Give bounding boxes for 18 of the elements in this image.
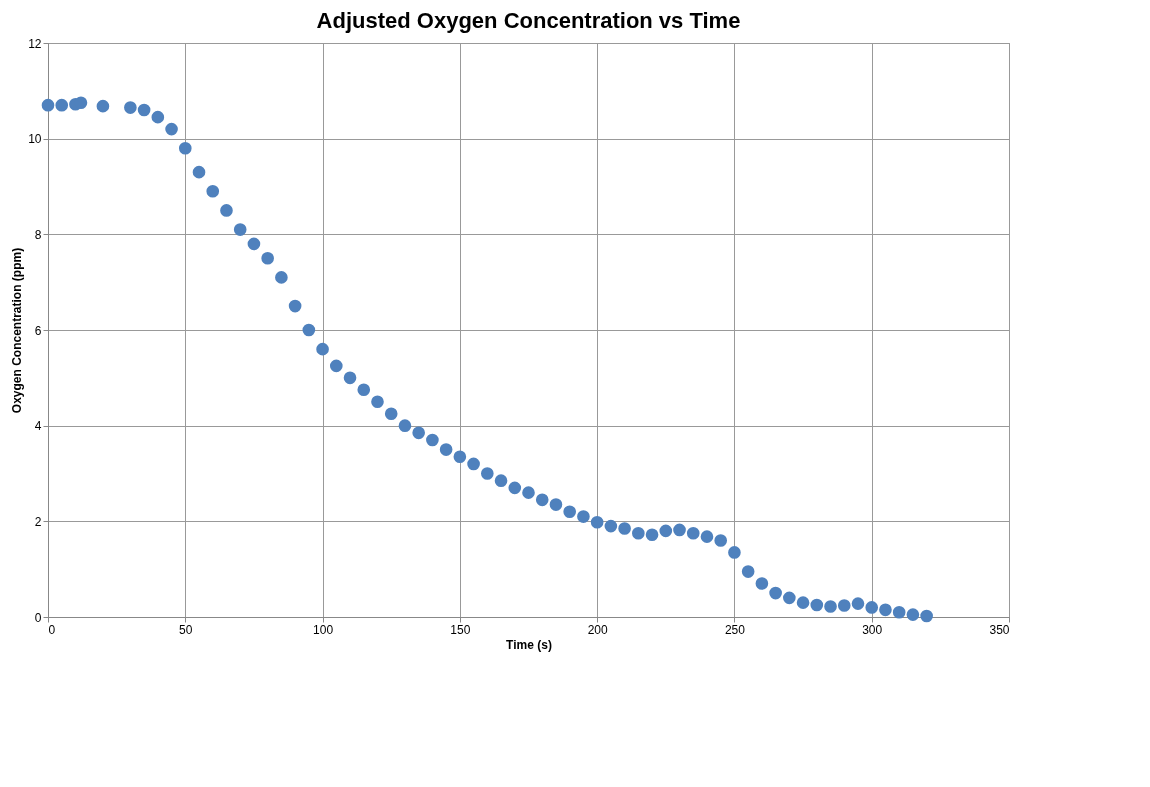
chart-title: Adjusted Oxygen Concentration vs Time [316, 8, 741, 33]
y-tick-label: 12 [28, 36, 42, 51]
x-tick-label: 300 [862, 622, 883, 637]
x-axis-title: Time (s) [506, 637, 552, 652]
y-tick-label: 2 [34, 514, 42, 529]
x-tick-label: 150 [450, 622, 471, 637]
y-tick-label: 4 [34, 419, 42, 434]
x-tick-label: 100 [313, 622, 334, 637]
y-tick-label: 8 [34, 227, 42, 242]
y-tick-label: 0 [34, 610, 42, 625]
y-tick-label: 10 [28, 132, 42, 147]
y-axis-title: Oxygen Concentration (ppm) [10, 247, 25, 414]
x-tick-label: 350 [989, 622, 1010, 637]
y-tick-label: 6 [34, 323, 42, 338]
x-tick-label: 200 [587, 622, 608, 637]
x-tick-label: 50 [179, 622, 193, 637]
x-tick-label: 0 [48, 622, 56, 637]
x-tick-label: 250 [724, 622, 746, 637]
